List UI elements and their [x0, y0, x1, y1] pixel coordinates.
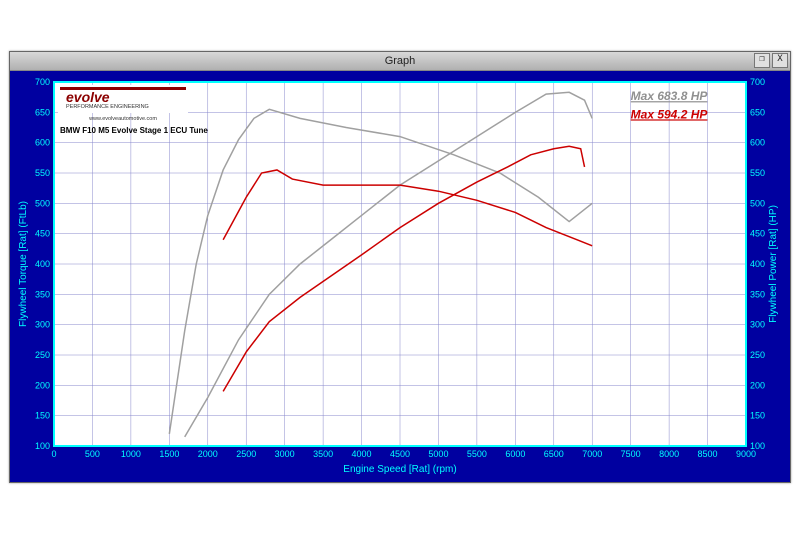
svg-text:100: 100 — [750, 441, 765, 451]
dyno-chart: 0 500 1000 1500 2000 2500 3000 3500 4000 4500 5000… — [14, 74, 786, 478]
svg-text:400: 400 — [750, 259, 765, 269]
svg-text:Flywheel Torque [Rat] (FtLb): Flywheel Torque [Rat] (FtLb) — [18, 201, 29, 327]
svg-text:2000: 2000 — [198, 449, 218, 459]
svg-text:7000: 7000 — [582, 449, 602, 459]
svg-text:150: 150 — [750, 410, 765, 420]
svg-text:700: 700 — [35, 77, 50, 87]
svg-text:7500: 7500 — [621, 449, 641, 459]
svg-text:www.evolveautomotive.com: www.evolveautomotive.com — [88, 116, 157, 122]
svg-text:Max 594.2 HP: Max 594.2 HP — [631, 107, 709, 121]
svg-text:2500: 2500 — [236, 449, 256, 459]
window-controls: ❐ X — [754, 53, 788, 68]
svg-text:200: 200 — [35, 380, 50, 390]
svg-text:600: 600 — [750, 137, 765, 147]
titlebar: Graph ❐ X — [10, 52, 790, 71]
svg-text:5500: 5500 — [467, 449, 487, 459]
svg-text:500: 500 — [85, 449, 100, 459]
svg-text:350: 350 — [750, 289, 765, 299]
svg-text:450: 450 — [750, 228, 765, 238]
graph-window: Graph ❐ X 0 500 1000 1500 2000 2500 3000 3500 40… — [9, 51, 791, 483]
svg-text:0: 0 — [51, 449, 56, 459]
svg-text:100: 100 — [35, 441, 50, 451]
plot-frame: 0 500 1000 1500 2000 2500 3000 3500 4000 4500 5000… — [14, 74, 786, 478]
svg-text:250: 250 — [750, 350, 765, 360]
svg-text:300: 300 — [35, 319, 50, 329]
svg-text:500: 500 — [750, 198, 765, 208]
svg-text:Engine Speed [Rat] (rpm): Engine Speed [Rat] (rpm) — [343, 464, 456, 475]
close-button[interactable]: X — [772, 53, 788, 68]
svg-text:3000: 3000 — [275, 449, 295, 459]
svg-text:PERFORMANCE ENGINEERING: PERFORMANCE ENGINEERING — [66, 104, 149, 110]
svg-text:650: 650 — [750, 107, 765, 117]
svg-text:600: 600 — [35, 137, 50, 147]
svg-text:Max 683.8 HP: Max 683.8 HP — [631, 89, 709, 103]
svg-text:700: 700 — [750, 77, 765, 87]
svg-text:550: 550 — [750, 168, 765, 178]
svg-text:4000: 4000 — [352, 449, 372, 459]
svg-text:5000: 5000 — [428, 449, 448, 459]
svg-text:250: 250 — [35, 350, 50, 360]
window-title: Graph — [385, 55, 416, 67]
restore-button[interactable]: ❐ — [754, 53, 770, 68]
svg-text:6000: 6000 — [505, 449, 525, 459]
svg-text:350: 350 — [35, 289, 50, 299]
svg-text:Flywheel Power [Rat] (HP): Flywheel Power [Rat] (HP) — [768, 205, 779, 323]
svg-text:550: 550 — [35, 168, 50, 178]
svg-text:450: 450 — [35, 228, 50, 238]
page-container: Graph ❐ X 0 500 1000 1500 2000 2500 3000 3500 40… — [0, 0, 800, 533]
svg-text:1500: 1500 — [159, 449, 179, 459]
svg-text:4500: 4500 — [390, 449, 410, 459]
svg-text:400: 400 — [35, 259, 50, 269]
svg-text:evolve: evolve — [66, 89, 110, 105]
svg-text:8500: 8500 — [698, 449, 718, 459]
svg-text:150: 150 — [35, 410, 50, 420]
svg-text:6500: 6500 — [544, 449, 564, 459]
svg-text:650: 650 — [35, 107, 50, 117]
svg-text:300: 300 — [750, 319, 765, 329]
svg-text:8000: 8000 — [659, 449, 679, 459]
svg-text:200: 200 — [750, 380, 765, 390]
svg-text:1000: 1000 — [121, 449, 141, 459]
svg-text:500: 500 — [35, 198, 50, 208]
svg-text:BMW F10 M5 Evolve Stage 1 ECU: BMW F10 M5 Evolve Stage 1 ECU Tune — [60, 126, 208, 135]
svg-text:3500: 3500 — [313, 449, 333, 459]
